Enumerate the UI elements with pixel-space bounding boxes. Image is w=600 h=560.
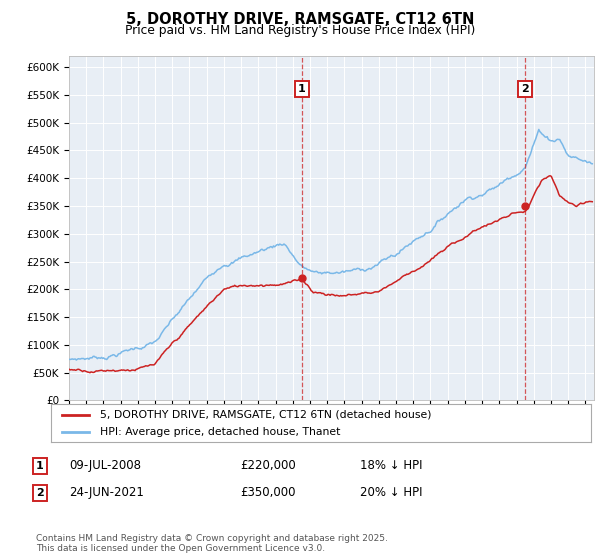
Point — [297, 274, 307, 283]
Text: Price paid vs. HM Land Registry's House Price Index (HPI): Price paid vs. HM Land Registry's House … — [125, 24, 475, 36]
Text: 18% ↓ HPI: 18% ↓ HPI — [360, 459, 422, 473]
Text: 24-JUN-2021: 24-JUN-2021 — [69, 486, 144, 500]
Text: 5, DOROTHY DRIVE, RAMSGATE, CT12 6TN: 5, DOROTHY DRIVE, RAMSGATE, CT12 6TN — [126, 12, 474, 27]
Text: 1: 1 — [298, 85, 305, 94]
Point — [520, 202, 530, 211]
Text: HPI: Average price, detached house, Thanet: HPI: Average price, detached house, Than… — [100, 427, 340, 437]
Text: 2: 2 — [521, 85, 529, 94]
Text: 5, DOROTHY DRIVE, RAMSGATE, CT12 6TN (detached house): 5, DOROTHY DRIVE, RAMSGATE, CT12 6TN (de… — [100, 410, 431, 420]
Text: 1: 1 — [36, 461, 44, 471]
Text: Contains HM Land Registry data © Crown copyright and database right 2025.
This d: Contains HM Land Registry data © Crown c… — [36, 534, 388, 553]
Text: £350,000: £350,000 — [240, 486, 296, 500]
Text: £220,000: £220,000 — [240, 459, 296, 473]
Text: 20% ↓ HPI: 20% ↓ HPI — [360, 486, 422, 500]
Text: 09-JUL-2008: 09-JUL-2008 — [69, 459, 141, 473]
Text: 2: 2 — [36, 488, 44, 498]
